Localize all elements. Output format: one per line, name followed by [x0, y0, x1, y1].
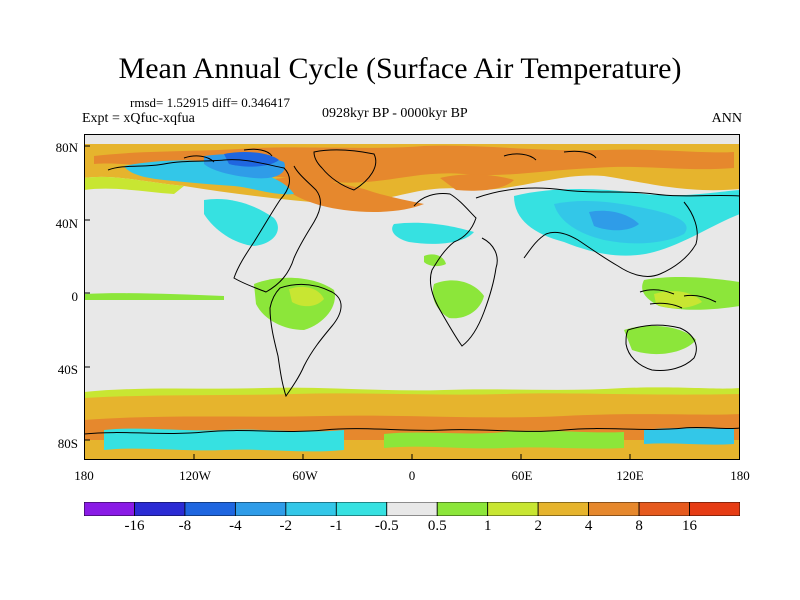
lat-tick-40s: 40S [57, 362, 78, 377]
coast-antarctica [84, 426, 740, 435]
colorbar-swatch [335, 502, 388, 516]
lon-tick-60e: 60E [511, 468, 533, 483]
lon-tick-120e: 120E [616, 468, 644, 483]
coast-indonesia [639, 289, 717, 309]
colorbar-label: -16 [124, 518, 145, 534]
axis-ticks [84, 145, 631, 460]
season-label: ANN [711, 111, 742, 126]
coast-asia [475, 187, 740, 277]
coast-australia [625, 324, 697, 371]
north-america-cool [124, 160, 294, 195]
australia-warm [624, 325, 696, 355]
antarctica-cool-patch [644, 428, 734, 445]
lon-tick-0: 0 [408, 468, 416, 483]
colorbar-swatch [285, 502, 337, 516]
colorbar-swatch [386, 502, 438, 516]
pacific-equator-warm [84, 293, 224, 300]
lon-tick-60w: 60W [292, 468, 318, 483]
colorbar-label: -1 [330, 518, 343, 534]
lat-tick-80n: 80N [55, 140, 78, 155]
colorbar-label: 4 [584, 518, 593, 534]
north-warm-green [84, 176, 184, 194]
south-america-warmer [289, 286, 324, 307]
africa-warm [432, 280, 484, 319]
colorbar-swatch [234, 502, 287, 516]
antarctica-green-patch [384, 430, 624, 449]
colorbar-label: -8 [178, 518, 192, 534]
lat-tick-80s: 80S [57, 436, 78, 451]
siberia-warm [440, 174, 514, 191]
canada-very-cold [224, 152, 279, 167]
chart-title: Mean Annual Cycle (Surface Air Temperatu… [118, 52, 682, 85]
lon-tick-180e: 180 [730, 468, 750, 483]
lon-tick-120w: 120W [179, 468, 211, 483]
colorbar-swatch [537, 502, 590, 516]
colorbar-label: 2 [534, 518, 542, 534]
colorbar-swatch [588, 502, 640, 516]
colorbar-label: 16 [682, 518, 697, 534]
coast-north-america [107, 159, 321, 293]
colorbar-label: -2 [279, 518, 293, 534]
colorbar-swatch [134, 502, 186, 516]
period-label: 0928kyr BP - 0000kyr BP [322, 106, 468, 121]
antarctica-mixed [104, 428, 344, 452]
colorbar-label: -0.5 [374, 518, 399, 534]
middle-east-cool [392, 222, 474, 244]
colorbar-label: 0.5 [427, 518, 447, 534]
colorbar-swatch [436, 502, 489, 516]
colorbar-swatch [638, 502, 690, 516]
north-america-cool-south [204, 198, 278, 246]
coast-europe-africa [413, 193, 498, 347]
colorbar-label: 1 [483, 518, 492, 534]
colorbar-swatch [487, 502, 539, 516]
experiment-label: Expt = xQfuc-xqfua [82, 111, 195, 126]
coastlines [84, 148, 740, 435]
stats-label: rmsd= 1.52915 diff= 0.346417 [130, 95, 290, 110]
temperature-anomaly-map [84, 134, 740, 460]
colorbar-swatch [84, 502, 135, 516]
central-asia-cold [589, 210, 639, 231]
coast-greenland [313, 149, 377, 191]
coast-south-america [269, 284, 342, 398]
lon-tick-180w: 180 [74, 468, 94, 483]
lat-tick-0: 0 [71, 289, 79, 304]
colorbar-swatch [184, 502, 236, 516]
colorbar-label: -4 [229, 518, 242, 534]
colorbar-label: 8 [635, 518, 643, 534]
coast-arctic-islands [183, 148, 597, 163]
colorbar [84, 502, 740, 516]
lat-tick-40n: 40N [55, 216, 78, 231]
colorbar-swatch [689, 502, 740, 516]
